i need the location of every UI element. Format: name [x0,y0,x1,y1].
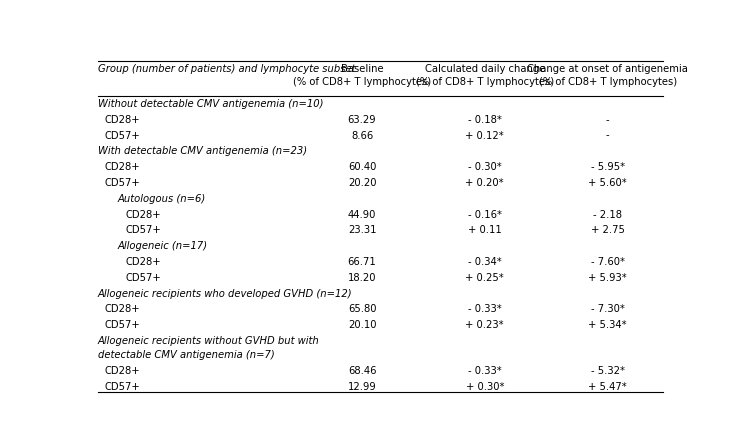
Text: + 0.12*: + 0.12* [466,131,504,141]
Text: - 0.33*: - 0.33* [468,366,502,376]
Text: CD28+: CD28+ [125,257,161,267]
Text: 63.29: 63.29 [348,114,377,125]
Text: Allogeneic recipients without GVHD but with: Allogeneic recipients without GVHD but w… [98,336,320,346]
Text: Change at onset of antigenemia
(% of CD8+ T lymphocytes): Change at onset of antigenemia (% of CD8… [527,64,688,87]
Text: -: - [606,114,609,125]
Text: With detectable CMV antigenemia (n=23): With detectable CMV antigenemia (n=23) [98,146,307,156]
Text: + 2.75: + 2.75 [590,225,624,236]
Text: + 5.47*: + 5.47* [588,382,627,392]
Text: detectable CMV antigenemia (n=7): detectable CMV antigenemia (n=7) [98,350,275,361]
Text: CD57+: CD57+ [125,273,161,283]
Text: CD28+: CD28+ [105,114,140,125]
Text: 12.99: 12.99 [348,382,377,392]
Text: Baseline
(% of CD8+ T lymphocytes): Baseline (% of CD8+ T lymphocytes) [293,64,431,87]
Text: Calculated daily change
(% of CD8+ T lymphocytes): Calculated daily change (% of CD8+ T lym… [416,64,554,87]
Text: + 0.20*: + 0.20* [466,178,504,188]
Text: CD57+: CD57+ [125,225,161,236]
Text: - 7.30*: - 7.30* [590,305,624,315]
Text: -: - [606,131,609,141]
Text: CD57+: CD57+ [105,178,141,188]
Text: - 5.32*: - 5.32* [590,366,625,376]
Text: 18.20: 18.20 [348,273,377,283]
Text: 68.46: 68.46 [348,366,377,376]
Text: - 2.18: - 2.18 [593,210,622,219]
Text: - 7.60*: - 7.60* [590,257,625,267]
Text: - 0.18*: - 0.18* [468,114,502,125]
Text: + 0.30*: + 0.30* [466,382,504,392]
Text: 20.20: 20.20 [348,178,377,188]
Text: CD28+: CD28+ [105,162,140,172]
Text: - 0.16*: - 0.16* [468,210,502,219]
Text: Group (number of patients) and lymphocyte subset: Group (number of patients) and lymphocyt… [98,64,355,74]
Text: Allogeneic recipients who developed GVHD (n=12): Allogeneic recipients who developed GVHD… [98,289,352,298]
Text: 8.66: 8.66 [351,131,373,141]
Text: Allogeneic (n=17): Allogeneic (n=17) [118,241,208,251]
Text: - 0.34*: - 0.34* [468,257,502,267]
Text: 44.90: 44.90 [348,210,376,219]
Text: CD28+: CD28+ [125,210,161,219]
Text: CD28+: CD28+ [105,366,140,376]
Text: CD57+: CD57+ [105,382,141,392]
Text: + 0.11: + 0.11 [468,225,502,236]
Text: CD57+: CD57+ [105,320,141,330]
Text: - 0.33*: - 0.33* [468,305,502,315]
Text: Without detectable CMV antigenemia (n=10): Without detectable CMV antigenemia (n=10… [98,99,324,109]
Text: + 5.93*: + 5.93* [588,273,627,283]
Text: 20.10: 20.10 [348,320,377,330]
Text: CD28+: CD28+ [105,305,140,315]
Text: - 5.95*: - 5.95* [590,162,625,172]
Text: 60.40: 60.40 [348,162,376,172]
Text: CD57+: CD57+ [105,131,141,141]
Text: + 5.60*: + 5.60* [588,178,627,188]
Text: 23.31: 23.31 [348,225,377,236]
Text: + 0.25*: + 0.25* [466,273,504,283]
Text: + 5.34*: + 5.34* [588,320,627,330]
Text: Autologous (n=6): Autologous (n=6) [118,194,206,204]
Text: - 0.30*: - 0.30* [468,162,502,172]
Text: + 0.23*: + 0.23* [466,320,504,330]
Text: 65.80: 65.80 [348,305,377,315]
Text: 66.71: 66.71 [348,257,377,267]
